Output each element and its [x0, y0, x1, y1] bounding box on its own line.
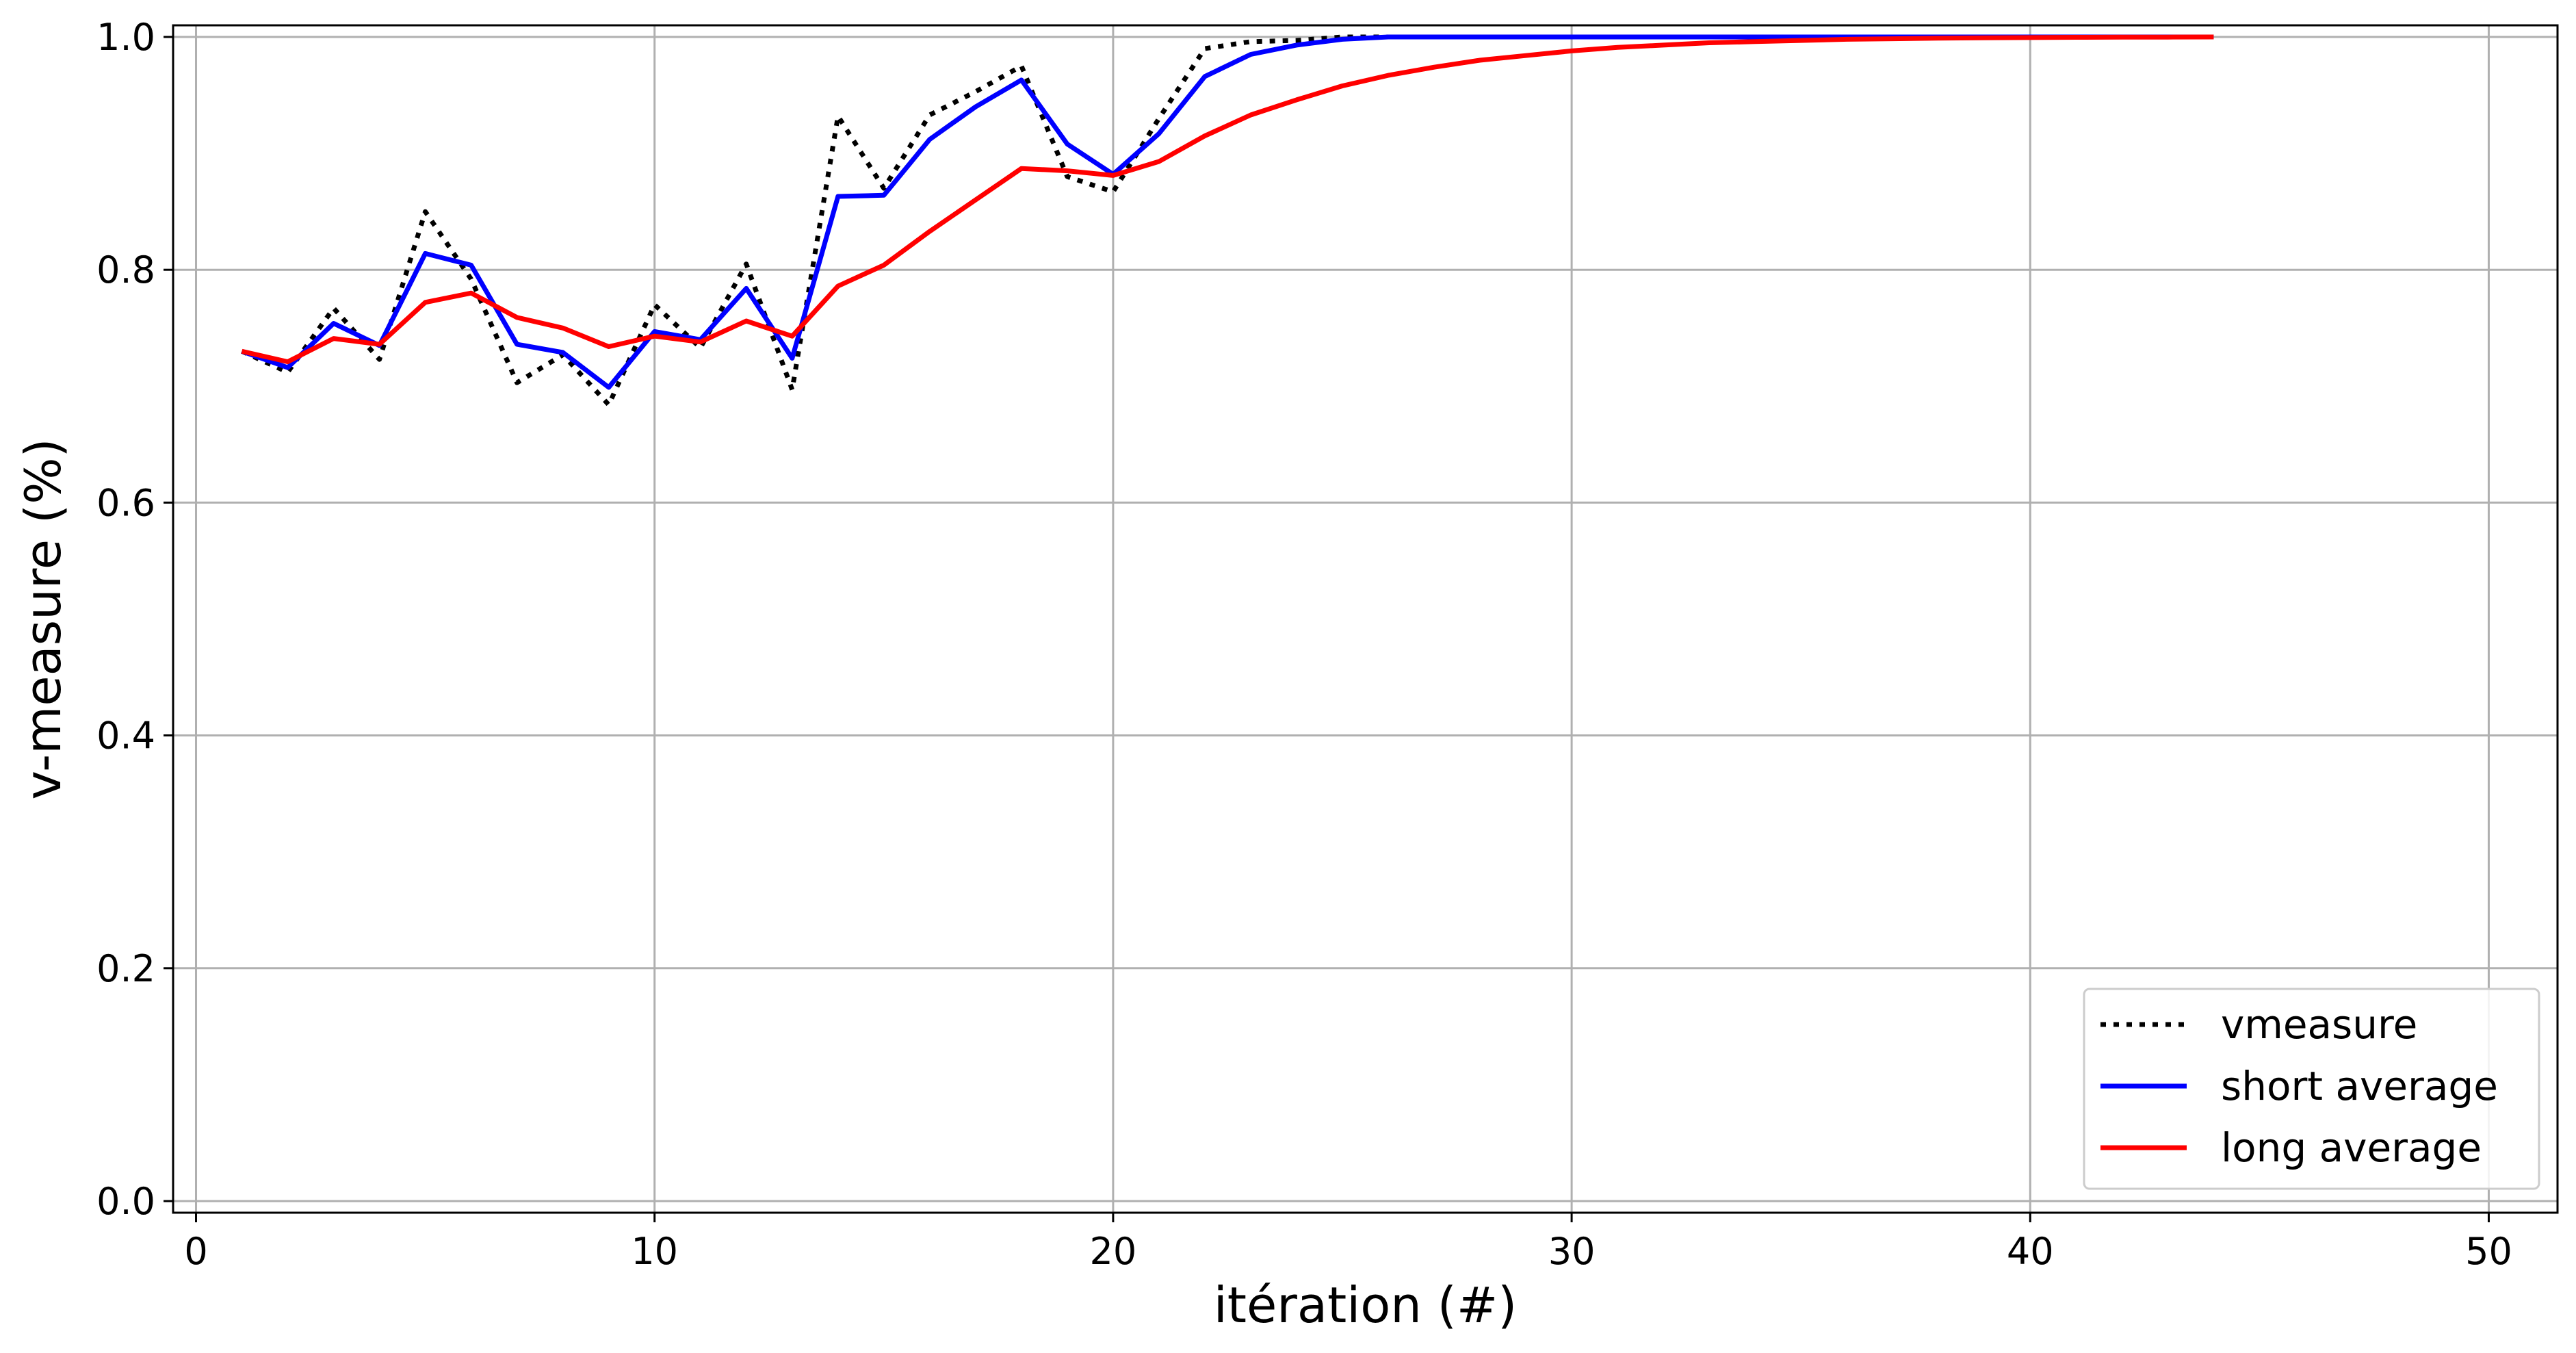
short-average-line [241, 34, 2214, 390]
plot-frame [172, 24, 2559, 1214]
legend-label-long-average: long average [2221, 1124, 2482, 1171]
y-tick-label: 0.8 [96, 248, 155, 292]
x-axis-ticks: 0 10 20 30 40 50 [184, 1213, 2512, 1273]
legend-label-vmeasure: vmeasure [2221, 1001, 2417, 1048]
x-tick-label: 10 [631, 1230, 678, 1273]
long-average-line [241, 34, 2214, 365]
y-tick-label: 1.0 [96, 16, 155, 59]
y-tick-label: 0.6 [96, 481, 155, 524]
x-tick-label: 50 [2465, 1230, 2512, 1273]
y-tick-label: 0.2 [96, 947, 155, 990]
x-tick-label: 40 [2007, 1230, 2054, 1273]
x-tick-label: 30 [1548, 1230, 1596, 1273]
y-axis-label: v-measure (%) [14, 438, 72, 799]
legend: vmeasure short average long average [2083, 988, 2540, 1190]
x-axis-label: itération (#) [1214, 1276, 1518, 1334]
x-tick-label: 20 [1090, 1230, 1137, 1273]
legend-label-short-average: short average [2221, 1063, 2498, 1109]
grid [173, 25, 2558, 1213]
x-tick-label: 0 [184, 1230, 207, 1273]
plot-series [241, 34, 2214, 407]
y-tick-label: 0.0 [96, 1180, 155, 1223]
legend-box [2083, 988, 2540, 1190]
y-axis-ticks: 0.0 0.2 0.4 0.6 0.8 1.0 [96, 16, 173, 1223]
y-tick-label: 0.4 [96, 714, 155, 758]
